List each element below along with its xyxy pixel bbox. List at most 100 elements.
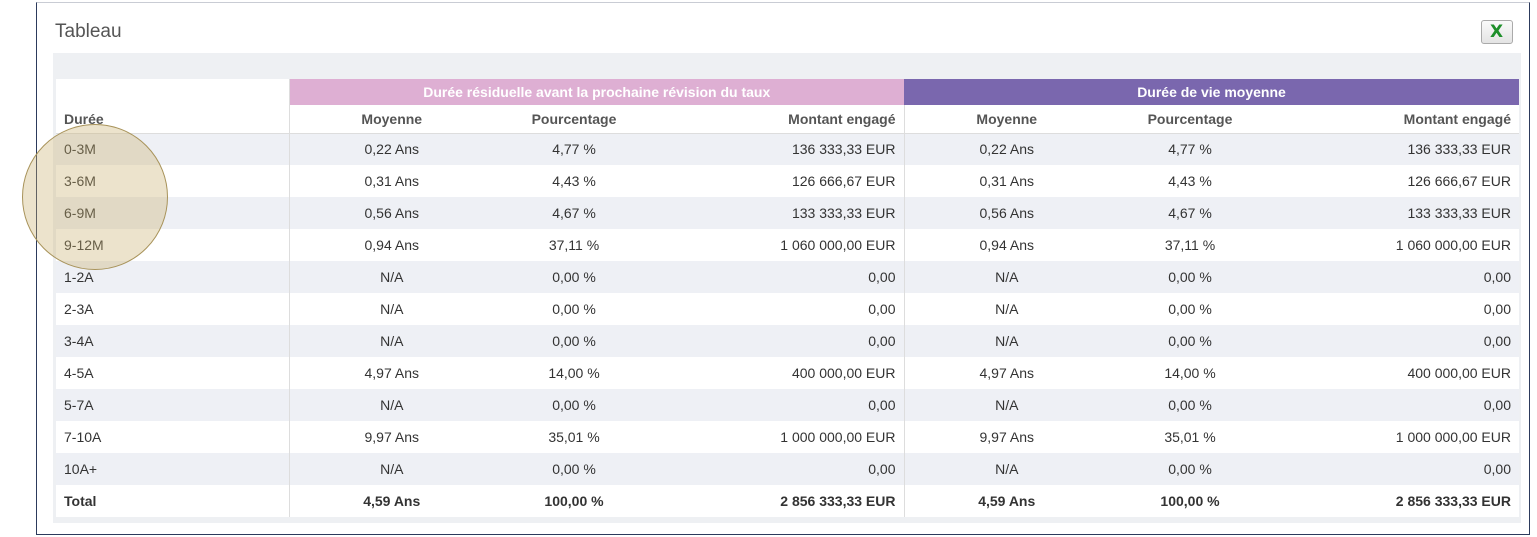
table-cell: 10A+ <box>56 453 290 485</box>
table-cell: 400 000,00 EUR <box>654 357 905 389</box>
table-cell: 0,31 Ans <box>289 165 494 197</box>
table-row: 10A+ N/A 0,00 % 0,00 N/A 0,00 % 0,00 <box>56 453 1519 485</box>
table-row: 3-6M 0,31 Ans 4,43 % 126 666,67 EUR 0,31 Ans… <box>56 165 1519 197</box>
table-cell: 4,77 % <box>1109 133 1271 165</box>
table-cell: 3-4A <box>56 325 290 357</box>
column-header: Montant engagé <box>1271 105 1519 134</box>
table-cell: 0,56 Ans <box>289 197 494 229</box>
total-cell: 100,00 % <box>494 485 654 517</box>
table-cell: 0,00 % <box>1109 389 1271 421</box>
data-table: Durée résiduelle avant la prochaine révi… <box>56 79 1519 517</box>
table-cell: 4,67 % <box>1109 197 1271 229</box>
table-cell: 400 000,00 EUR <box>1271 357 1519 389</box>
table-cell: 4-5A <box>56 357 290 389</box>
table-cell: 5-7A <box>56 389 290 421</box>
table-cell: 0,31 Ans <box>904 165 1109 197</box>
table-cell: 0,00 % <box>494 453 654 485</box>
table-cell: 0,00 <box>654 325 905 357</box>
table-cell: 4,43 % <box>1109 165 1271 197</box>
table-row: 3-4A N/A 0,00 % 0,00 N/A 0,00 % 0,00 <box>56 325 1519 357</box>
table-cell: 0,00 % <box>494 389 654 421</box>
table-row: 0-3M 0,22 Ans 4,77 % 136 333,33 EUR 0,22 Ans… <box>56 133 1519 165</box>
table-cell: 35,01 % <box>494 421 654 453</box>
table-cell: 6-9M <box>56 197 290 229</box>
column-header: Pourcentage <box>1109 105 1271 134</box>
table-cell: 0,00 <box>654 389 905 421</box>
group-header: Durée résiduelle avant la prochaine révi… <box>289 79 904 105</box>
column-header: Moyenne <box>289 105 494 134</box>
table-cell: 136 333,33 EUR <box>1271 133 1519 165</box>
table-cell: 14,00 % <box>494 357 654 389</box>
table-cell: 37,11 % <box>1109 229 1271 261</box>
total-cell: 100,00 % <box>1109 485 1271 517</box>
table-cell: N/A <box>904 453 1109 485</box>
table-cell: 0,00 % <box>1109 261 1271 293</box>
table-cell: 0,00 % <box>1109 293 1271 325</box>
table-cell: 0,94 Ans <box>904 229 1109 261</box>
table-cell: N/A <box>904 389 1109 421</box>
table-cell: 133 333,33 EUR <box>1271 197 1519 229</box>
header-row: Durée Moyenne Pourcentage Montant engagé Moy… <box>56 105 1519 134</box>
table-cell: 0,56 Ans <box>904 197 1109 229</box>
table-cell: N/A <box>289 261 494 293</box>
table-cell: 4,43 % <box>494 165 654 197</box>
table-row: 4-5A 4,97 Ans 14,00 % 400 000,00 EUR 4,97 An… <box>56 357 1519 389</box>
table-area: Durée résiduelle avant la prochaine révi… <box>53 53 1521 523</box>
table-cell: 0,00 <box>654 453 905 485</box>
total-cell: 2 856 333,33 EUR <box>654 485 905 517</box>
table-cell: 0,22 Ans <box>904 133 1109 165</box>
table-cell: 0,00 <box>1271 293 1519 325</box>
table-cell: 9-12M <box>56 229 290 261</box>
table-cell: N/A <box>289 389 494 421</box>
empty-header-cell <box>56 79 290 105</box>
table-cell: N/A <box>904 261 1109 293</box>
total-cell: 4,59 Ans <box>904 485 1109 517</box>
table-row: 5-7A N/A 0,00 % 0,00 N/A 0,00 % 0,00 <box>56 389 1519 421</box>
table-cell: 0,00 <box>654 293 905 325</box>
table-cell: N/A <box>289 453 494 485</box>
table-cell: 136 333,33 EUR <box>654 133 905 165</box>
panel: Tableau X Durée résiduelle avant la proc… <box>36 2 1530 535</box>
table-cell: 4,97 Ans <box>289 357 494 389</box>
table-cell: 0,22 Ans <box>289 133 494 165</box>
column-header: Moyenne <box>904 105 1109 134</box>
table-row: 6-9M 0,56 Ans 4,67 % 133 333,33 EUR 0,56 Ans… <box>56 197 1519 229</box>
table-cell: 14,00 % <box>1109 357 1271 389</box>
table-cell: 3-6M <box>56 165 290 197</box>
column-header: Pourcentage <box>494 105 654 134</box>
table-cell: 1-2A <box>56 261 290 293</box>
group-header-row: Durée résiduelle avant la prochaine révi… <box>56 79 1519 105</box>
total-cell: Total <box>56 485 290 517</box>
table-cell: 35,01 % <box>1109 421 1271 453</box>
table-cell: N/A <box>289 325 494 357</box>
table-cell: 4,67 % <box>494 197 654 229</box>
table-cell: 0,00 % <box>494 325 654 357</box>
table-cell: N/A <box>904 293 1109 325</box>
table-cell: 9,97 Ans <box>289 421 494 453</box>
table-cell: 0,00 <box>1271 453 1519 485</box>
excel-export-button[interactable]: X <box>1481 20 1513 44</box>
table-row: 1-2A N/A 0,00 % 0,00 N/A 0,00 % 0,00 <box>56 261 1519 293</box>
table-cell: 0,00 % <box>1109 325 1271 357</box>
column-header: Montant engagé <box>654 105 905 134</box>
table-cell: 126 666,67 EUR <box>654 165 905 197</box>
total-row: Total 4,59 Ans 100,00 % 2 856 333,33 EUR 4,5… <box>56 485 1519 517</box>
table-cell: 1 060 000,00 EUR <box>654 229 905 261</box>
table-cell: 0,94 Ans <box>289 229 494 261</box>
table-cell: 0,00 % <box>494 293 654 325</box>
table-cell: 0,00 <box>1271 389 1519 421</box>
total-cell: 4,59 Ans <box>289 485 494 517</box>
total-cell: 2 856 333,33 EUR <box>1271 485 1519 517</box>
table-cell: 2-3A <box>56 293 290 325</box>
table-cell: 0,00 % <box>1109 453 1271 485</box>
table-cell: 9,97 Ans <box>904 421 1109 453</box>
group-header: Durée de vie moyenne <box>904 79 1519 105</box>
panel-title: Tableau <box>55 21 122 42</box>
table-cell: 133 333,33 EUR <box>654 197 905 229</box>
table-cell: 4,97 Ans <box>904 357 1109 389</box>
table-cell: N/A <box>904 325 1109 357</box>
table-cell: 37,11 % <box>494 229 654 261</box>
table-cell: 1 000 000,00 EUR <box>654 421 905 453</box>
column-header: Durée <box>56 105 290 134</box>
